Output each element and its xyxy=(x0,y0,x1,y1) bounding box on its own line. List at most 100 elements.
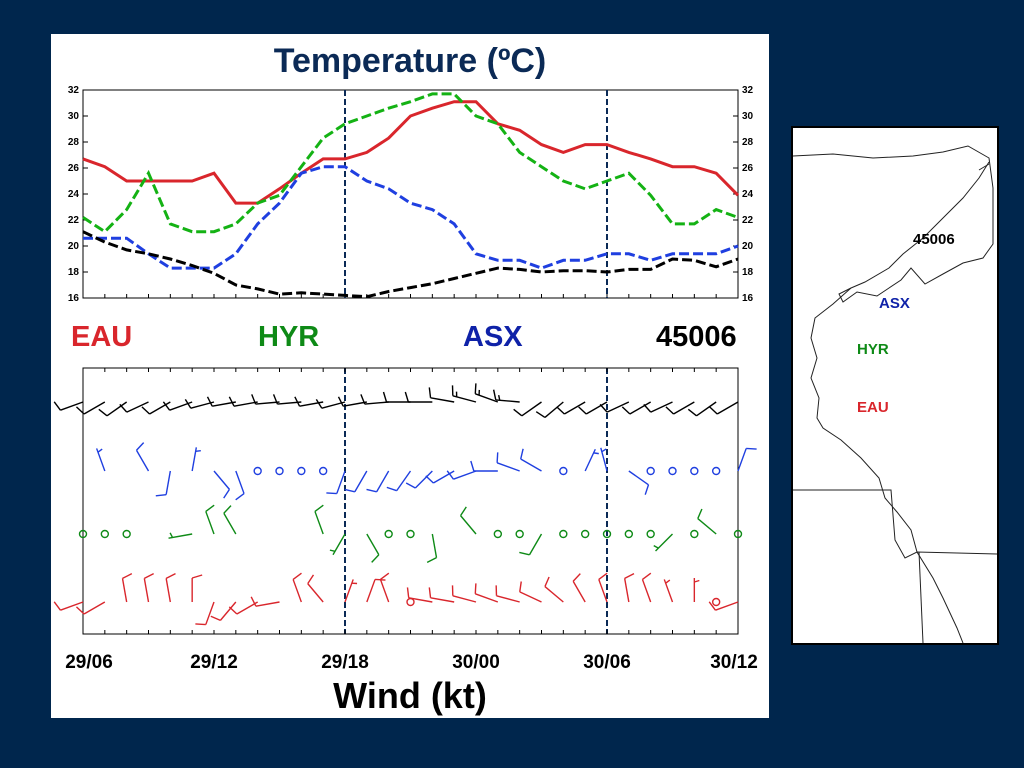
wind-barb-hyr xyxy=(329,533,346,556)
y-tick-label-right: 28 xyxy=(742,137,754,148)
map-label-asx: ASX xyxy=(879,295,910,312)
y-tick-label-right: 24 xyxy=(742,189,754,200)
wind-barb-eau xyxy=(544,576,564,603)
wind-barb-45006 xyxy=(119,401,149,413)
temperature-series xyxy=(82,92,740,299)
wind-barb-eau xyxy=(75,601,106,615)
wind-barb-eau xyxy=(708,601,739,611)
wind-barb-eau xyxy=(623,573,635,603)
wind-barb-hyr xyxy=(733,529,743,539)
wind-barb-asx xyxy=(155,470,172,497)
map-label-hyr: HYR xyxy=(857,341,889,358)
y-tick-label-left: 30 xyxy=(68,111,80,122)
wind-barb-eau xyxy=(519,581,542,603)
wind-barb-eau xyxy=(641,572,652,603)
map-label-eau: EAU xyxy=(857,399,889,416)
x-tick-labels: 29/06 29/12 29/18 30/00 30/06 30/12 xyxy=(65,652,758,673)
wind-barb-hyr xyxy=(426,533,438,563)
x-tick-label: 29/12 xyxy=(190,652,238,673)
wind-barb-45006 xyxy=(337,396,367,407)
station-label-eau: EAU xyxy=(71,321,132,353)
station-label-asx: ASX xyxy=(463,321,523,353)
wind-barb-hyr xyxy=(459,506,477,535)
wind-barb-asx xyxy=(95,448,106,472)
wind-barb-45006 xyxy=(53,401,84,411)
temperature-line-hyr xyxy=(82,92,739,234)
wind-barb-asx xyxy=(275,466,284,476)
wind-barb-asx xyxy=(318,466,328,476)
chart-panel: Temperature (ºC) 16 16 18 18 20 20 22 22 24 24 26 2… xyxy=(51,34,769,718)
wind-barb-eau xyxy=(598,572,608,603)
wind-barb-asx xyxy=(135,442,150,472)
wind-barb-hyr xyxy=(653,533,673,552)
wind-barb-hyr xyxy=(100,529,110,539)
wind-barb-eau xyxy=(693,578,700,602)
wind-barb-hyr xyxy=(122,529,131,539)
x-tick-label: 30/06 xyxy=(583,652,631,673)
station-label-hyr: HYR xyxy=(258,321,319,353)
temperature-line-45006 xyxy=(82,230,739,299)
wind-barb-asx xyxy=(584,448,599,472)
wind-barb-45006 xyxy=(474,383,499,403)
temperature-title: Temperature (ºC) xyxy=(274,42,547,80)
wind-barb-hyr xyxy=(168,532,193,539)
wind-barb-eau xyxy=(210,601,237,622)
wind-barb-eau xyxy=(495,585,520,603)
state-border-lower xyxy=(793,489,998,559)
y-tick-label-right: 20 xyxy=(742,241,754,252)
wind-barb-hyr xyxy=(697,508,717,535)
wind-barb-hyr xyxy=(646,529,655,539)
wind-barb-eau xyxy=(165,573,176,603)
wind-barb-asx xyxy=(446,470,477,480)
wind-barb-asx xyxy=(191,447,201,472)
y-tick-label-right: 16 xyxy=(742,293,754,304)
wind-barb-eau xyxy=(250,596,280,607)
y-tick-label-right: 26 xyxy=(742,163,754,174)
wind-barb-eau xyxy=(406,597,415,607)
wind-barb-hyr xyxy=(624,529,634,539)
wind-barb-asx xyxy=(559,466,568,476)
wind-barb-asx xyxy=(520,448,542,472)
wind-barb-eau xyxy=(292,572,302,603)
wind-barb-eau xyxy=(572,573,586,603)
y-tick-label-right: 22 xyxy=(742,215,754,226)
y-tick-label-left: 26 xyxy=(68,163,80,174)
wind-barb-asx xyxy=(668,466,677,476)
wind-barb-eau xyxy=(366,578,386,603)
wind-barb-eau xyxy=(474,583,499,603)
station-map: 45006 ASX HYR EAU xyxy=(791,126,999,645)
wind-barb-45006 xyxy=(251,394,280,405)
wind-barb-45006 xyxy=(228,396,258,407)
wisconsin-shoreline xyxy=(810,287,964,644)
wind-barb-hyr xyxy=(406,529,415,539)
wind-title: Wind (kt) xyxy=(333,675,487,716)
wind-barb-eau xyxy=(344,579,358,603)
temperature-line-asx xyxy=(83,165,739,270)
wind-barb-45006 xyxy=(599,401,630,413)
wind-barb-asx xyxy=(297,466,306,476)
wind-barb-eau xyxy=(121,573,133,603)
y-tick-label-left: 24 xyxy=(68,189,80,200)
wind-grid xyxy=(82,368,739,634)
wind-barb-eau xyxy=(663,579,674,603)
wind-barb-45006 xyxy=(98,401,128,417)
wind-barb-hyr xyxy=(515,529,524,539)
y-tick-label-left: 28 xyxy=(68,137,80,148)
wind-barb-asx xyxy=(425,470,455,484)
wind-barb-asx xyxy=(366,470,390,493)
wind-barb-asx xyxy=(600,447,608,472)
map-label-45006: 45006 xyxy=(913,231,955,248)
wind-barb-eau xyxy=(191,574,203,602)
wind-barb-45006 xyxy=(621,401,652,415)
y-tick-label-left: 16 xyxy=(68,293,80,304)
wind-barb-eau xyxy=(307,574,324,603)
wind-barb-hyr xyxy=(690,529,699,539)
wind-barb-45006 xyxy=(141,401,171,415)
wind-barb-asx xyxy=(235,470,245,501)
wind-barb-asx xyxy=(386,470,412,492)
wind-barb-45006 xyxy=(404,391,433,403)
wind-barb-hyr xyxy=(519,533,543,556)
map-svg: 45006 ASX HYR EAU xyxy=(792,145,998,644)
wind-barb-asx xyxy=(690,466,699,476)
wind-barb-eau xyxy=(406,587,433,603)
